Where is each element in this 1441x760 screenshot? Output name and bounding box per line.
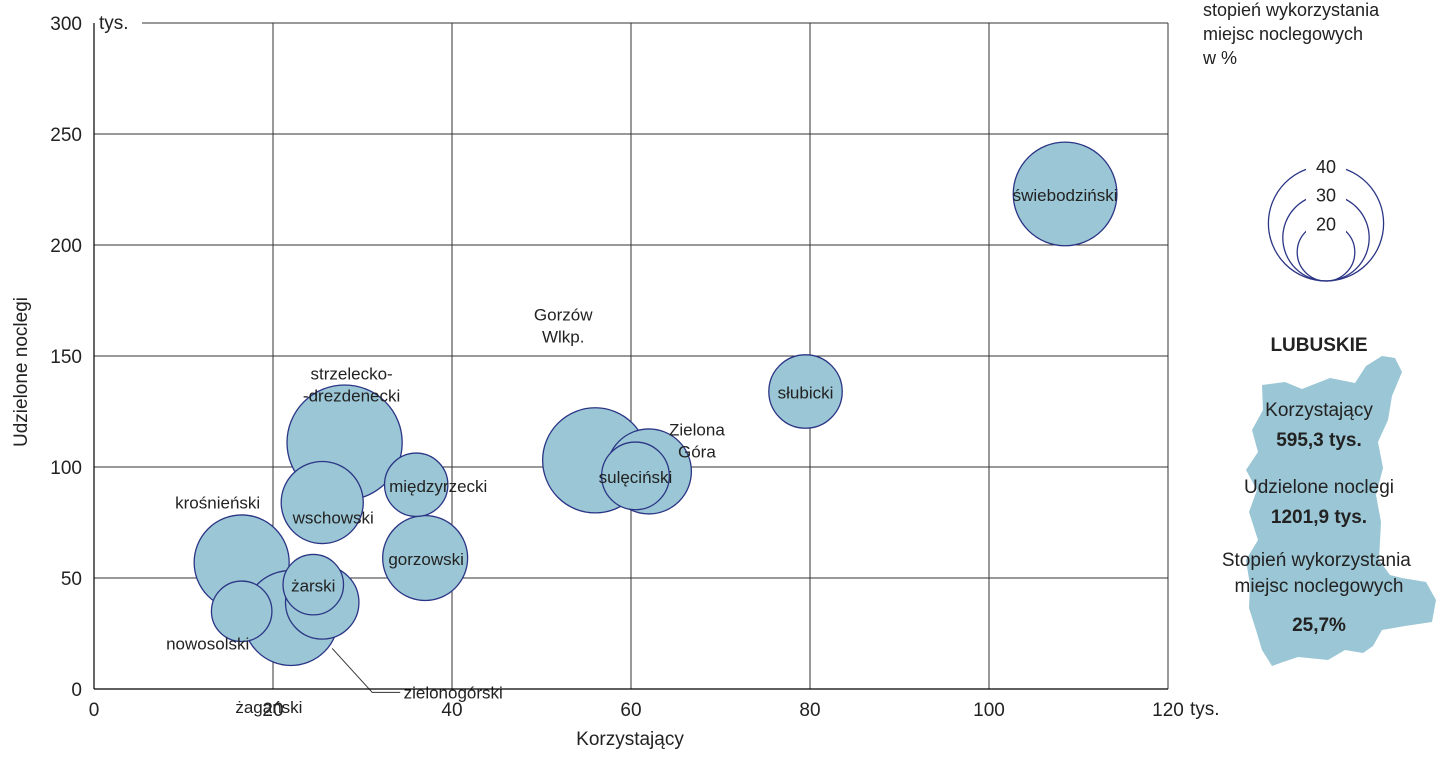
size-legend-title-line-2: miejsc noclegowych: [1203, 24, 1363, 44]
summary-stopien-label-line-1: Stopień wykorzystania: [1222, 550, 1411, 571]
summary-stopien-value: 25,7%: [1292, 615, 1346, 636]
size-legend-label-40: 40: [1316, 157, 1336, 177]
x-axis-title: Korzystający: [576, 729, 684, 750]
region-summary: LUBUSKIE Korzystający 595,3 tys. Udzielo…: [1222, 335, 1436, 666]
bubble-label-strzelecko-drezdenecki: strzelecko- -drezdenecki: [303, 365, 400, 406]
x-tick-label-100: 100: [973, 700, 1005, 721]
x-tick-label-120: 120: [1152, 700, 1184, 721]
bubble-label-sulęciński: sulęciński: [599, 468, 673, 487]
bubble-żarski: [282, 553, 345, 616]
bubble-nowosolski: [210, 580, 273, 643]
summary-korzystajacy-label: Korzystający: [1265, 400, 1373, 421]
bubble-label-line: -drezdenecki: [303, 387, 400, 406]
bubble-label-żarski: żarski: [291, 577, 335, 596]
size-legend: stopień wykorzystania miejsc noclegowych…: [1202, 0, 1385, 282]
size-legend-label-20: 20: [1316, 214, 1336, 234]
summary-korzystajacy-value: 595,3 tys.: [1276, 430, 1362, 451]
bubble-label-nowosolski: nowosolski: [166, 634, 249, 653]
x-tick-label-60: 60: [620, 700, 641, 721]
bubble-label-line: strzelecko-: [311, 365, 393, 384]
zielonogorski-leader-line: [331, 648, 401, 693]
bubble-label-line: Gorzów: [534, 305, 593, 324]
x-tick-label-20: 20: [262, 700, 283, 721]
lubuskie-map-shape: [1246, 356, 1436, 666]
bubble-label-żagański: żagański: [235, 698, 302, 717]
size-legend-label-30: 30: [1316, 186, 1336, 206]
y-axis-title: Udzielone noclegi: [11, 297, 32, 447]
size-legend-circles: 40 30 20: [1267, 154, 1385, 282]
y-unit-label: tys.: [99, 13, 129, 34]
size-legend-title-line-1: stopień wykorzystania: [1203, 0, 1380, 20]
x-unit-label: tys.: [1190, 699, 1220, 720]
size-legend-circle-30: [1282, 193, 1370, 282]
bubble-label-krośnieński: krośnieński: [175, 493, 260, 512]
size-legend-title-line-3: w %: [1202, 48, 1237, 68]
summary-stopien-label: Stopień wykorzystania miejsc noclegowych: [1222, 550, 1416, 597]
summary-stopien-label-line-2: miejsc noclegowych: [1235, 576, 1404, 597]
bubble-świebodziński: [1012, 141, 1118, 247]
size-legend-label-bg-40: [1306, 154, 1346, 177]
y-tick-label-100: 100: [50, 458, 82, 479]
axes: 0 20 40 60 80 100 120 0 50 100 150 200 250 300: [50, 14, 1184, 721]
bubble-label-słubicki: słubicki: [778, 384, 834, 403]
y-tick-label-300: 300: [50, 14, 82, 35]
bubble-labels: świebodziński słubicki Gorzów Wlkp. Zielona G…: [166, 186, 1117, 717]
y-tick-label-150: 150: [50, 347, 82, 368]
bubble-label-wschowski: wschowski: [292, 509, 374, 528]
y-tick-label-0: 0: [71, 680, 82, 701]
bubble-label-gorzów-wlkp-: Gorzów Wlkp.: [534, 305, 593, 346]
bubble-słubicki: [768, 354, 843, 429]
x-tick-label-0: 0: [89, 700, 100, 721]
y-tick-label-250: 250: [50, 125, 82, 146]
summary-noclegi-label: Udzielone noclegi: [1244, 477, 1394, 498]
bubble-label-line: Zielona: [669, 420, 725, 439]
size-legend-label-bg-30: [1306, 183, 1346, 206]
grid-lines: [94, 22, 1169, 689]
bubble-międzyrzecki: [383, 452, 449, 518]
summary-title: LUBUSKIE: [1270, 335, 1367, 356]
bubble-label-międzyrzecki: międzyrzecki: [389, 477, 487, 496]
size-legend-label-bg-20: [1306, 212, 1346, 235]
bubble-label-line: Góra: [678, 442, 716, 461]
summary-noclegi-value: 1201,9 tys.: [1271, 507, 1367, 528]
bubble-label-zielona-góra: Zielona Góra: [669, 420, 725, 461]
bubble-label-line: Wlkp.: [542, 327, 585, 346]
bubble-label-gorzowski: gorzowski: [388, 550, 464, 569]
y-tick-label-200: 200: [50, 236, 82, 257]
bubble-label-świebodziński: świebodziński: [1013, 186, 1118, 205]
bubble-label-zielonogórski: zielonogórski: [404, 683, 503, 702]
y-tick-label-50: 50: [61, 569, 82, 590]
bubbles: [193, 141, 1118, 667]
bubble-wschowski: [280, 460, 364, 545]
x-tick-label-80: 80: [799, 700, 820, 721]
x-tick-label-40: 40: [441, 700, 462, 721]
bubble-sulęciński: [600, 441, 670, 511]
